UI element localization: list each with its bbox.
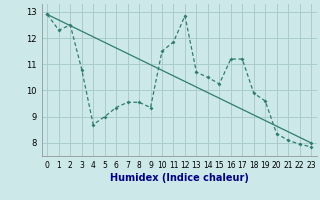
X-axis label: Humidex (Indice chaleur): Humidex (Indice chaleur): [110, 173, 249, 183]
